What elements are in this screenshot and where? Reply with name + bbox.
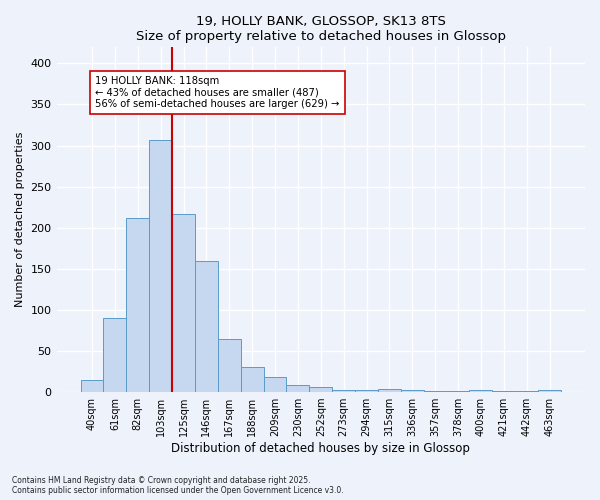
Bar bbox=[332, 390, 355, 392]
Bar bbox=[218, 338, 241, 392]
Bar bbox=[355, 390, 378, 392]
Y-axis label: Number of detached properties: Number of detached properties bbox=[15, 132, 25, 307]
Bar bbox=[127, 218, 149, 392]
Bar bbox=[103, 318, 127, 392]
Bar bbox=[149, 140, 172, 392]
Title: 19, HOLLY BANK, GLOSSOP, SK13 8TS
Size of property relative to detached houses i: 19, HOLLY BANK, GLOSSOP, SK13 8TS Size o… bbox=[136, 15, 506, 43]
Bar bbox=[80, 380, 103, 392]
X-axis label: Distribution of detached houses by size in Glossop: Distribution of detached houses by size … bbox=[172, 442, 470, 455]
Bar bbox=[310, 387, 332, 392]
Bar bbox=[286, 384, 310, 392]
Bar bbox=[538, 390, 561, 392]
Bar bbox=[172, 214, 195, 392]
Bar bbox=[195, 260, 218, 392]
Bar bbox=[241, 366, 263, 392]
Bar bbox=[401, 390, 424, 392]
Text: Contains HM Land Registry data © Crown copyright and database right 2025.
Contai: Contains HM Land Registry data © Crown c… bbox=[12, 476, 344, 495]
Bar bbox=[263, 378, 286, 392]
Text: 19 HOLLY BANK: 118sqm
← 43% of detached houses are smaller (487)
56% of semi-det: 19 HOLLY BANK: 118sqm ← 43% of detached … bbox=[95, 76, 340, 109]
Bar bbox=[469, 390, 493, 392]
Bar bbox=[378, 389, 401, 392]
